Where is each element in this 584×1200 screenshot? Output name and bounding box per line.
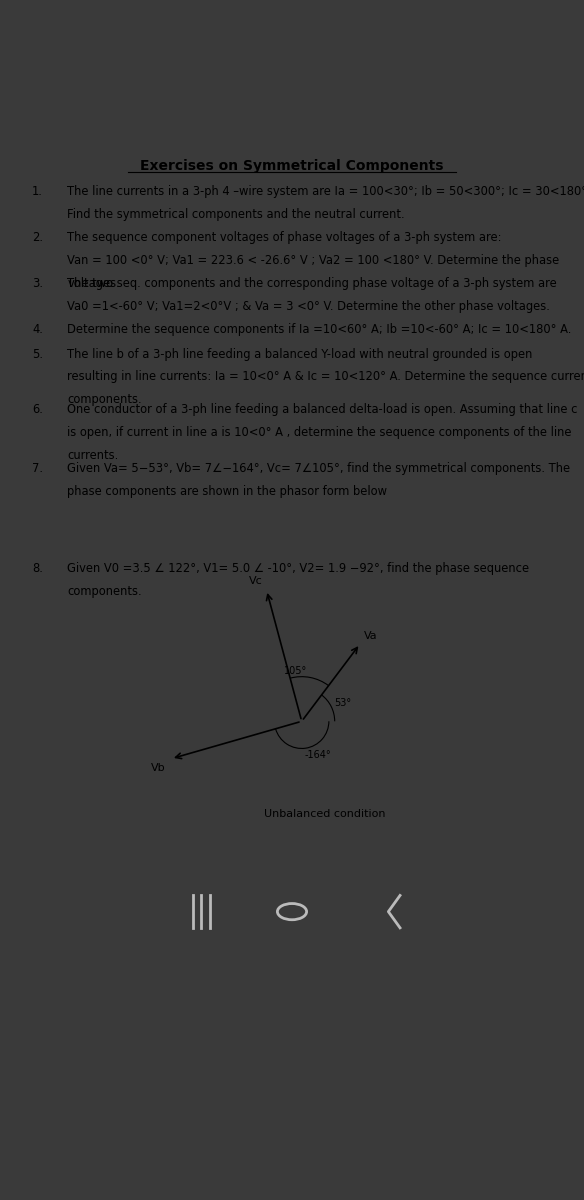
Text: One conductor of a 3-ph line feeding a balanced delta-load is open. Assuming tha: One conductor of a 3-ph line feeding a b…	[67, 403, 578, 416]
Text: 4.: 4.	[32, 323, 43, 336]
Text: 6.: 6.	[32, 403, 43, 416]
Text: -164°: -164°	[305, 750, 331, 761]
Text: The line currents in a 3-ph 4 –wire system are Ia = 100<30°; Ib = 50<300°; Ic = : The line currents in a 3-ph 4 –wire syst…	[67, 185, 584, 198]
Text: Vb: Vb	[151, 763, 165, 773]
Text: Given V0 =3.5 ∠ 122°, V1= 5.0 ∠ -10°, V2= 1.9 −92°, find the phase sequence: Given V0 =3.5 ∠ 122°, V1= 5.0 ∠ -10°, V2…	[67, 563, 529, 575]
Text: 8.: 8.	[32, 563, 43, 575]
Text: components.: components.	[67, 394, 142, 407]
Text: 5.: 5.	[32, 348, 43, 360]
Text: 2.: 2.	[32, 230, 43, 244]
Text: voltages.: voltages.	[67, 277, 120, 289]
Text: Exercises on Symmetrical Components: Exercises on Symmetrical Components	[140, 158, 444, 173]
Text: phase components are shown in the phasor form below: phase components are shown in the phasor…	[67, 485, 387, 498]
Text: Given Va= 5−53°, Vb= 7∠−164°, Vc= 7∠105°, find the symmetrical components. The: Given Va= 5−53°, Vb= 7∠−164°, Vc= 7∠105°…	[67, 462, 571, 475]
Text: is open, if current in line a is 10<0° A , determine the sequence components of : is open, if current in line a is 10<0° A…	[67, 426, 572, 439]
Text: Vc: Vc	[249, 576, 263, 586]
Text: Unbalanced condition: Unbalanced condition	[264, 810, 386, 820]
Text: Van = 100 <0° V; Va1 = 223.6 < -26.6° V ; Va2 = 100 <180° V. Determine the phase: Van = 100 <0° V; Va1 = 223.6 < -26.6° V …	[67, 254, 559, 266]
Text: components.: components.	[67, 586, 142, 599]
Text: currents.: currents.	[67, 449, 119, 462]
Text: Va: Va	[364, 631, 378, 641]
Text: The line b of a 3-ph line feeding a balanced Y-load with neutral grounded is ope: The line b of a 3-ph line feeding a bala…	[67, 348, 533, 360]
Text: Va0 =1<-60° V; Va1=2<0°V ; & Va = 3 <0° V. Determine the other phase voltages.: Va0 =1<-60° V; Va1=2<0°V ; & Va = 3 <0° …	[67, 300, 550, 313]
Text: Determine the sequence components if Ia =10<60° A; Ib =10<-60° A; Ic = 10<180° A: Determine the sequence components if Ia …	[67, 323, 572, 336]
Text: Find the symmetrical components and the neutral current.: Find the symmetrical components and the …	[67, 208, 405, 221]
Text: 105°: 105°	[284, 666, 307, 676]
Text: 3.: 3.	[32, 277, 43, 290]
Text: resulting in line currents: Ia = 10<0° A & Ic = 10<120° A. Determine the sequenc: resulting in line currents: Ia = 10<0° A…	[67, 371, 584, 384]
Text: 1.: 1.	[32, 185, 43, 198]
Text: The two seq. components and the corresponding phase voltage of a 3-ph system are: The two seq. components and the correspo…	[67, 277, 557, 290]
Text: 53°: 53°	[335, 698, 352, 708]
Text: 7.: 7.	[32, 462, 43, 475]
Text: The sequence component voltages of phase voltages of a 3-ph system are:: The sequence component voltages of phase…	[67, 230, 502, 244]
